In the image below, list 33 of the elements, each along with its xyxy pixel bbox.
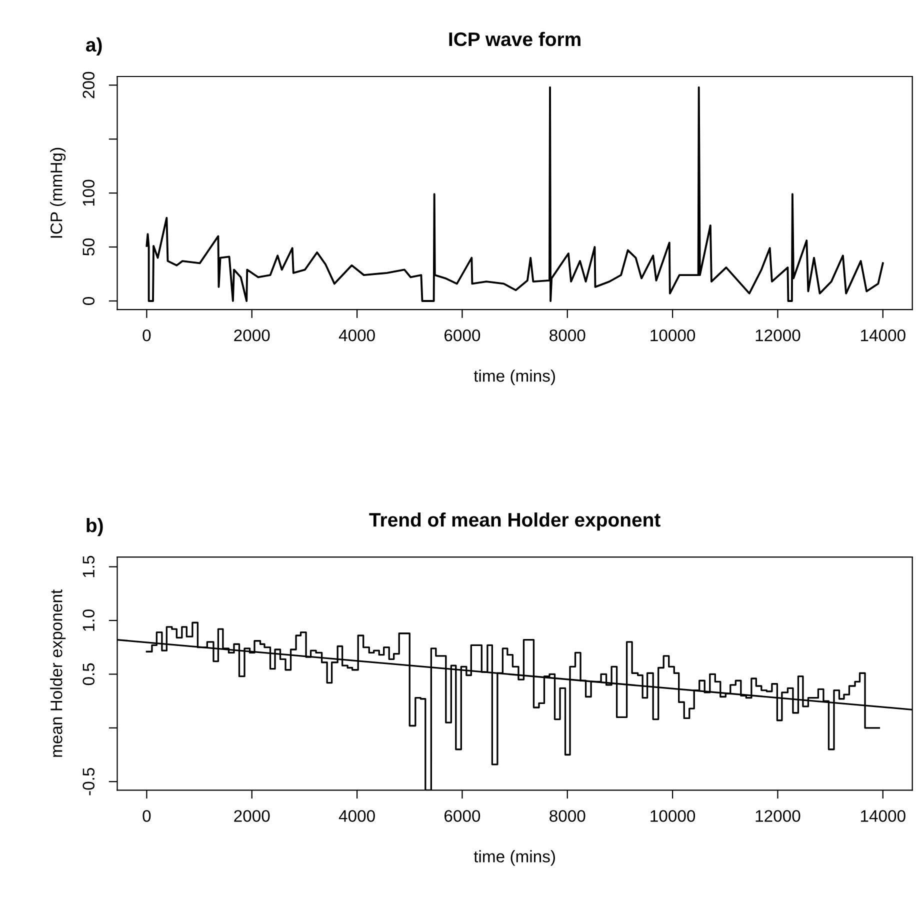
chart-title: Trend of mean Holder exponent [369,512,660,531]
y-tick-label: 1.5 [82,556,95,578]
line-series [146,86,884,302]
text: b) [86,518,103,536]
y-axis-title: ICP (mmHg) [50,148,66,238]
x-tick-label: 8000 [550,810,586,822]
x-axis-title: time (mins) [474,370,555,386]
chart-title: ICP wave form [449,32,580,46]
y-axis-title: mean Holder exponent [50,589,66,757]
x-tick-label: 10000 [650,810,696,822]
x-tick-label: 2000 [234,329,270,342]
x-tick-label: 2000 [234,810,270,822]
y-tick-label: 1.0 [82,610,95,631]
x-tick-label: 12000 [756,810,800,822]
y-tick-label: 50 [82,238,95,256]
x-tick-label: 0 [142,329,151,342]
x-tick-label: 6000 [444,810,480,822]
x-tick-label: 6000 [444,329,480,342]
x-tick-label: 12000 [756,329,800,342]
x-tick-label: 4000 [338,810,375,822]
y-tick-label: 100 [82,180,95,206]
x-tick-label: 14000 [860,329,906,342]
y-tick-label: 0 [82,296,95,305]
text: a) [86,37,102,56]
y-tick-label: 200 [82,72,95,98]
x-tick-label: 14000 [860,810,906,822]
x-tick-label: 4000 [338,329,375,342]
y-tick-label: 0.5 [82,663,95,686]
x-tick-label: 8000 [550,329,586,342]
x-tick-label: 10000 [650,329,696,342]
x-axis-title: time (mins) [474,850,555,866]
y-tick-label: -0.5 [82,768,95,796]
x-tick-label: 0 [142,810,151,822]
